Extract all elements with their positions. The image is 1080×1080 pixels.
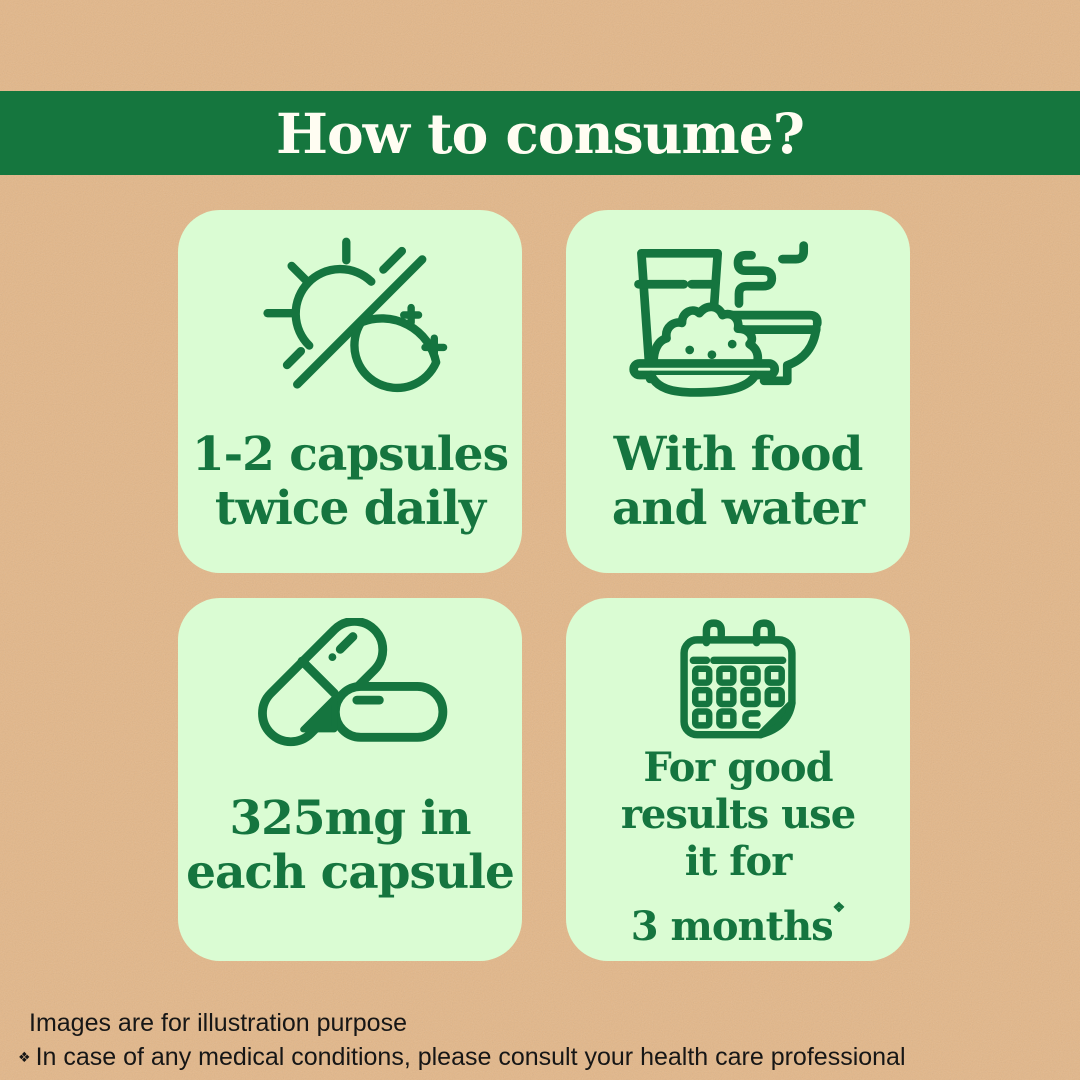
card-line: results use [620, 791, 856, 838]
card-capsule-strength-text: 325mg in each capsule [186, 791, 515, 900]
card-line-text: 3 months [630, 903, 834, 950]
card-line: 325mg in [229, 791, 471, 846]
card-food-water-text: With food and water [611, 427, 865, 536]
disclaimer-line-1: Images are for illustration purpose [29, 1009, 407, 1037]
card-line: 3 months❖ [621, 885, 855, 950]
footer-disclaimer: Images are for illustration purpose ❖ In … [18, 1006, 906, 1074]
footnote-marker: ❖ [18, 1049, 31, 1065]
card-line: and water [611, 481, 865, 536]
calendar-icon [676, 616, 800, 740]
page-title: How to consume? [276, 100, 805, 166]
card-line: For good [643, 744, 833, 791]
card-line: it for [684, 838, 793, 885]
card-food-water: With food and water [566, 210, 910, 573]
disclaimer-line-2-text: In case of any medical conditions, pleas… [35, 1043, 906, 1071]
card-dosage: 1-2 capsules twice daily [178, 210, 522, 573]
card-dosage-text: 1-2 capsules twice daily [191, 427, 509, 536]
card-capsule-strength: 325mg in each capsule [178, 598, 522, 961]
food-water-icon [622, 234, 854, 404]
card-line: 1-2 capsules [191, 427, 509, 482]
card-line: With food [613, 427, 864, 482]
card-line: each capsule [186, 845, 515, 900]
title-banner: How to consume? [0, 91, 1080, 175]
footnote-marker: ❖ [832, 900, 846, 916]
day-night-icon [250, 226, 450, 404]
card-line: twice daily [214, 481, 486, 536]
card-duration: For good results use it for 3 months❖ [566, 598, 910, 961]
card-duration-text: For good results use it for 3 months❖ [620, 744, 856, 950]
capsules-icon [252, 618, 448, 747]
disclaimer-line-2: ❖ In case of any medical conditions, plea… [18, 1040, 906, 1074]
